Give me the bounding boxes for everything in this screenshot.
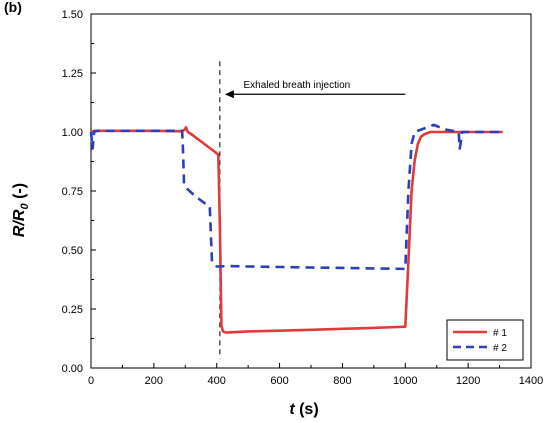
panel-label: (b) [4, 0, 22, 15]
x-tick-label: 400 [208, 375, 226, 387]
x-axis-title: t (s) [289, 401, 318, 418]
x-tick-label: 200 [145, 375, 163, 387]
legend-box [446, 319, 524, 361]
y-tick-label: 1.00 [62, 127, 83, 139]
y-tick-label: 1.50 [62, 9, 83, 21]
x-tick-label: 600 [270, 375, 288, 387]
y-tick-label: 0.25 [62, 304, 83, 316]
y-tick-label: 0.00 [62, 363, 83, 375]
y-axis-title: R/R0 (-) [11, 183, 31, 237]
y-tick-label: 0.75 [62, 186, 83, 198]
y-tick-label: 1.25 [62, 68, 83, 80]
x-tick-label: 800 [333, 375, 351, 387]
legend-label-2: # 2 [493, 343, 507, 354]
annotation-arrowhead [224, 90, 234, 99]
legend-label-1: # 1 [493, 328, 507, 339]
x-tick-label: 1000 [393, 375, 417, 387]
series-line-2 [89, 123, 503, 271]
series-line-1 [90, 126, 503, 334]
x-tick-label: 1400 [519, 375, 543, 387]
y-tick-label: 0.50 [62, 245, 83, 257]
x-tick-label: 0 [88, 375, 94, 387]
plot-frame [90, 13, 532, 369]
x-tick-label: 1200 [456, 375, 480, 387]
annotation-text: Exhaled breath injection [243, 80, 350, 91]
